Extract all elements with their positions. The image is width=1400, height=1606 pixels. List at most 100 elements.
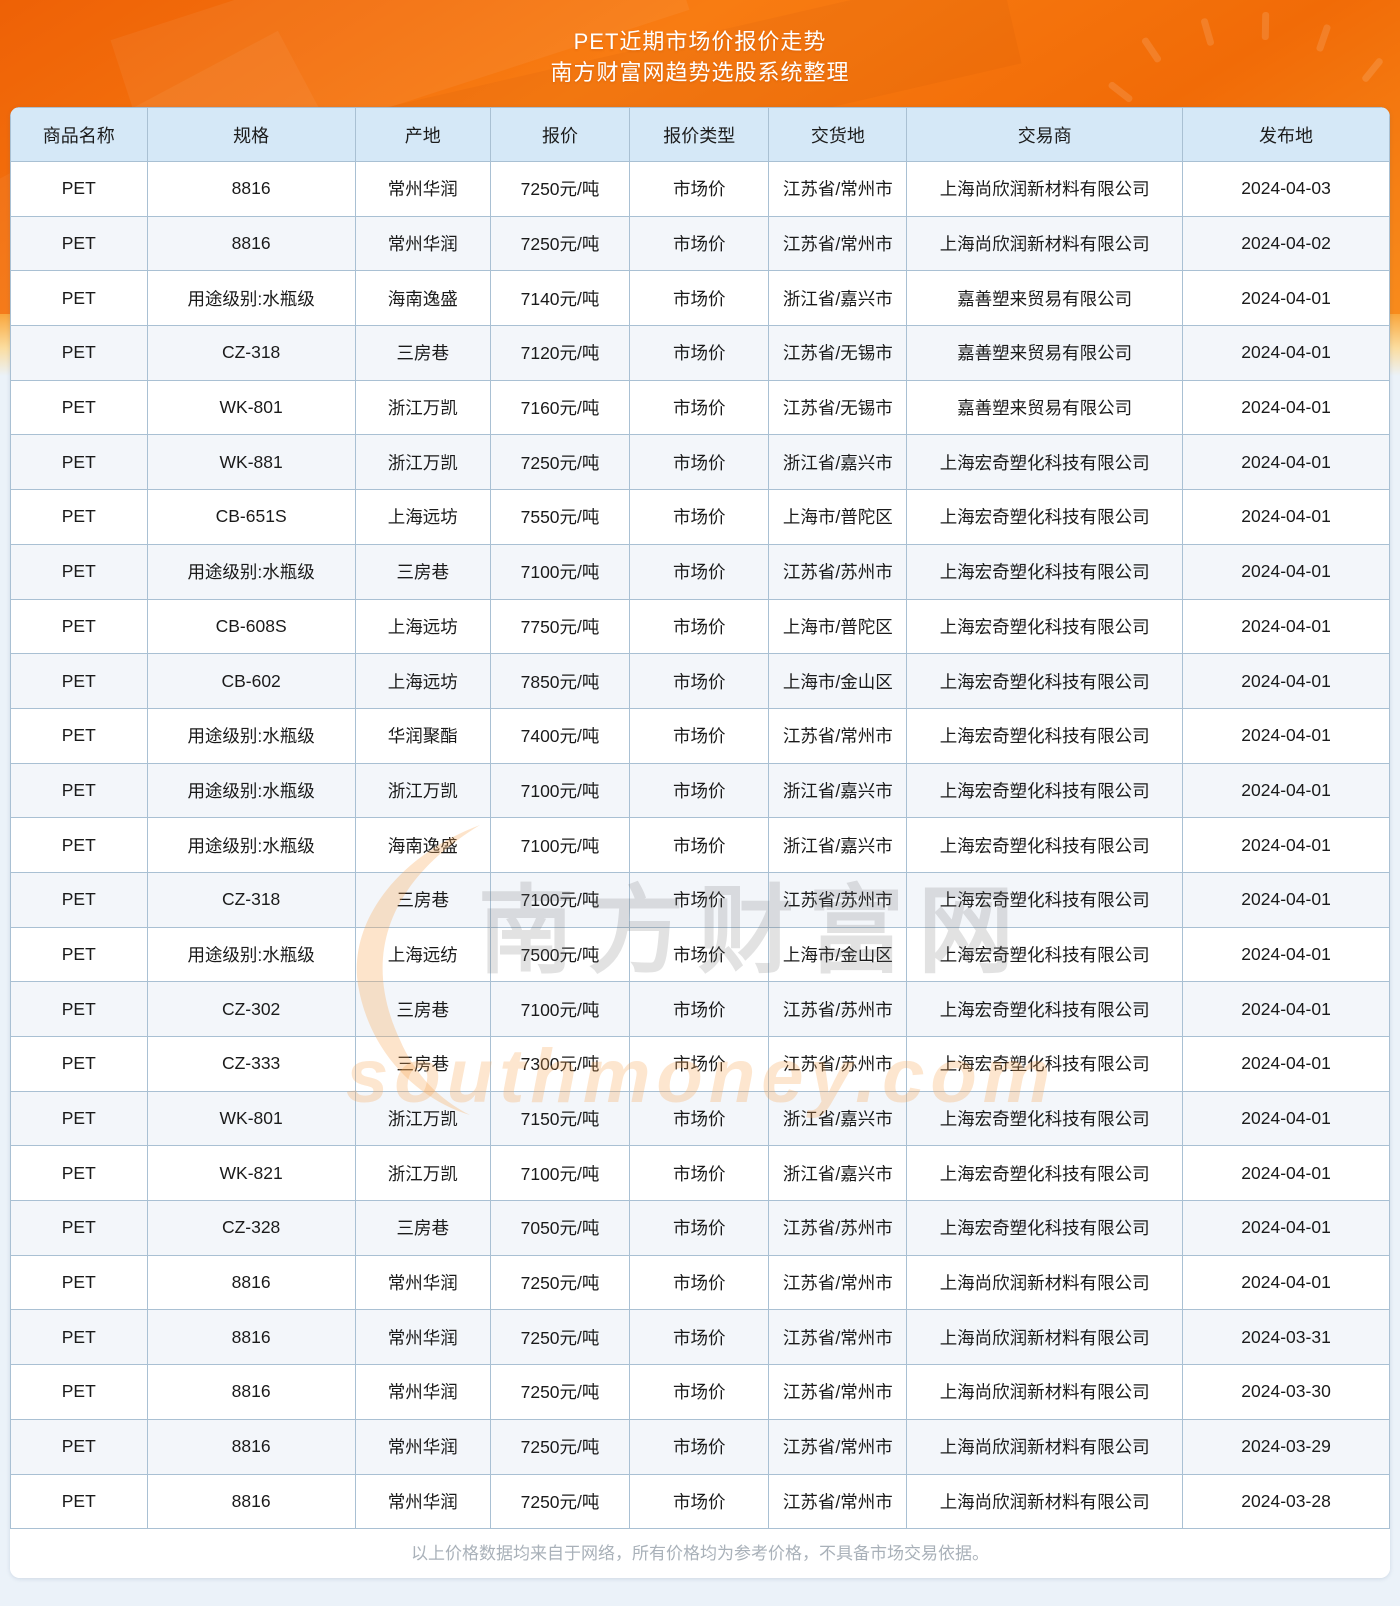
table-cell: 江苏省/无锡市 xyxy=(768,325,908,381)
table-cell: 常州华润 xyxy=(354,1364,491,1420)
table-cell: 浙江省/嘉兴市 xyxy=(768,762,908,819)
table-cell: PET xyxy=(10,215,148,272)
table-row: PET WK-881 浙江万凯 7250元/吨 市场价 浙江省/嘉兴市 上海宏奇塑化科技有限… xyxy=(10,434,1390,491)
table-cell: 2024-04-01 xyxy=(1182,598,1390,655)
table-cell: PET xyxy=(10,270,148,327)
table-cell: 用途级别:水瓶级 xyxy=(146,817,356,873)
table-cell: PET xyxy=(10,707,148,764)
table-cell: 市场价 xyxy=(629,707,770,764)
table-cell: 江苏省/苏州市 xyxy=(768,1036,908,1092)
table-cell: 7250元/吨 xyxy=(489,1254,631,1311)
table-cell: 2024-03-29 xyxy=(1182,1418,1390,1475)
table-cell: CZ-333 xyxy=(146,1036,356,1092)
table-cell: 7500元/吨 xyxy=(489,926,631,983)
table-cell: 7400元/吨 xyxy=(489,707,631,764)
table-cell: 市场价 xyxy=(629,215,770,272)
table-cell: 用途级别:水瓶级 xyxy=(146,543,356,600)
table-cell: 市场价 xyxy=(629,325,770,381)
table-cell: 三房巷 xyxy=(354,1200,491,1256)
table-cell: PET xyxy=(10,1200,148,1256)
table-cell: CB-651S xyxy=(146,489,356,545)
table-cell: 2024-04-01 xyxy=(1182,434,1390,491)
table-cell: 上海市/普陀区 xyxy=(768,489,908,545)
column-header-origin: 产地 xyxy=(354,107,491,162)
table-cell: 常州华润 xyxy=(354,1254,491,1311)
table-cell: 2024-04-03 xyxy=(1182,161,1390,217)
table-cell: 上海宏奇塑化科技有限公司 xyxy=(906,434,1184,491)
table-cell: 浙江万凯 xyxy=(354,1145,491,1202)
table-cell: 7100元/吨 xyxy=(489,543,631,600)
table-row: PET 8816 常州华润 7250元/吨 市场价 江苏省/常州市 上海尚欣润新材料有限公司… xyxy=(10,1309,1390,1366)
table-cell: 江苏省/常州市 xyxy=(768,215,908,272)
table-cell: PET xyxy=(10,926,148,983)
table-cell: WK-881 xyxy=(146,434,356,491)
table-row: PET 8816 常州华润 7250元/吨 市场价 江苏省/常州市 上海尚欣润新材料有限公司… xyxy=(10,1473,1390,1530)
table-cell: 华润聚酯 xyxy=(354,707,491,764)
table-cell: 2024-04-01 xyxy=(1182,762,1390,819)
table-cell: 上海尚欣润新材料有限公司 xyxy=(906,161,1184,217)
table-cell: 2024-04-01 xyxy=(1182,270,1390,327)
table-cell: PET xyxy=(10,1473,148,1530)
table-cell: PET xyxy=(10,1036,148,1092)
table-cell: 7250元/吨 xyxy=(489,1418,631,1475)
table-cell: 8816 xyxy=(146,215,356,272)
table-cell: WK-801 xyxy=(146,379,356,436)
table-cell: 市场价 xyxy=(629,489,770,545)
table-cell: PET xyxy=(10,161,148,217)
table-row: PET 用途级别:水瓶级 海南逸盛 7100元/吨 市场价 浙江省/嘉兴市 上海宏奇塑化科技… xyxy=(10,817,1390,873)
table-row: PET CZ-302 三房巷 7100元/吨 市场价 江苏省/苏州市 上海宏奇塑化科技有限公… xyxy=(10,981,1390,1037)
table-cell: PET xyxy=(10,871,148,928)
table-cell: PET xyxy=(10,817,148,873)
table-cell: 7120元/吨 xyxy=(489,325,631,381)
table-cell: 浙江省/嘉兴市 xyxy=(768,434,908,491)
table-row: PET 用途级别:水瓶级 上海远纺 7500元/吨 市场价 上海市/金山区 上海宏奇塑化科技… xyxy=(10,926,1390,983)
table-cell: 常州华润 xyxy=(354,1309,491,1366)
table-cell: 7300元/吨 xyxy=(489,1036,631,1092)
table-cell: 上海宏奇塑化科技有限公司 xyxy=(906,598,1184,655)
table-row: PET CZ-318 三房巷 7100元/吨 市场价 江苏省/苏州市 上海宏奇塑化科技有限公… xyxy=(10,871,1390,928)
banner-titles: PET近期市场价报价走势 南方财富网趋势选股系统整理 xyxy=(0,26,1400,88)
table-cell: PET xyxy=(10,1145,148,1202)
table-cell: 2024-04-01 xyxy=(1182,1200,1390,1256)
table-cell: 2024-03-31 xyxy=(1182,1309,1390,1366)
table-cell: 7100元/吨 xyxy=(489,762,631,819)
table-header-row: 商品名称 规格 产地 报价 报价类型 交货地 交易商 发布地 xyxy=(10,107,1390,162)
column-header-publish-date: 发布地 xyxy=(1182,107,1390,162)
table-cell: 浙江万凯 xyxy=(354,379,491,436)
table-cell: PET xyxy=(10,598,148,655)
table-cell: 用途级别:水瓶级 xyxy=(146,926,356,983)
table-cell: 7250元/吨 xyxy=(489,1364,631,1420)
table-cell: 2024-04-01 xyxy=(1182,1036,1390,1092)
table-cell: 7250元/吨 xyxy=(489,215,631,272)
table-cell: 市场价 xyxy=(629,1200,770,1256)
table-cell: 7100元/吨 xyxy=(489,871,631,928)
table-cell: 上海宏奇塑化科技有限公司 xyxy=(906,653,1184,709)
table-cell: PET xyxy=(10,489,148,545)
table-cell: 江苏省/无锡市 xyxy=(768,379,908,436)
table-cell: 上海市/金山区 xyxy=(768,926,908,983)
table-cell: 市场价 xyxy=(629,1473,770,1530)
table-cell: PET xyxy=(10,543,148,600)
table-row: PET CB-651S 上海远坊 7550元/吨 市场价 上海市/普陀区 上海宏奇塑化科技有… xyxy=(10,489,1390,545)
table-cell: 江苏省/常州市 xyxy=(768,1254,908,1311)
table-row: PET WK-801 浙江万凯 7160元/吨 市场价 江苏省/无锡市 嘉善塑来贸易有限公司… xyxy=(10,379,1390,436)
table-cell: 常州华润 xyxy=(354,215,491,272)
table-cell: 8816 xyxy=(146,161,356,217)
table-cell: 7750元/吨 xyxy=(489,598,631,655)
table-cell: 嘉善塑来贸易有限公司 xyxy=(906,325,1184,381)
table-cell: 2024-04-01 xyxy=(1182,1254,1390,1311)
table-cell: 市场价 xyxy=(629,817,770,873)
table-cell: CZ-318 xyxy=(146,325,356,381)
table-cell: 7250元/吨 xyxy=(489,434,631,491)
table-cell: 上海宏奇塑化科技有限公司 xyxy=(906,981,1184,1037)
table-row: PET WK-801 浙江万凯 7150元/吨 市场价 浙江省/嘉兴市 上海宏奇塑化科技有限… xyxy=(10,1090,1390,1147)
table-cell: 江苏省/常州市 xyxy=(768,707,908,764)
table-row: PET WK-821 浙江万凯 7100元/吨 市场价 浙江省/嘉兴市 上海宏奇塑化科技有限… xyxy=(10,1145,1390,1202)
disclaimer-text: 以上价格数据均来自于网络，所有价格均为参考价格，不具备市场交易依据。 xyxy=(10,1529,1390,1579)
table-cell: PET xyxy=(10,379,148,436)
table-cell: 用途级别:水瓶级 xyxy=(146,762,356,819)
table-cell: 上海尚欣润新材料有限公司 xyxy=(906,1418,1184,1475)
table-cell: 市场价 xyxy=(629,1309,770,1366)
table-cell: 上海宏奇塑化科技有限公司 xyxy=(906,1036,1184,1092)
column-header-price: 报价 xyxy=(489,107,631,162)
